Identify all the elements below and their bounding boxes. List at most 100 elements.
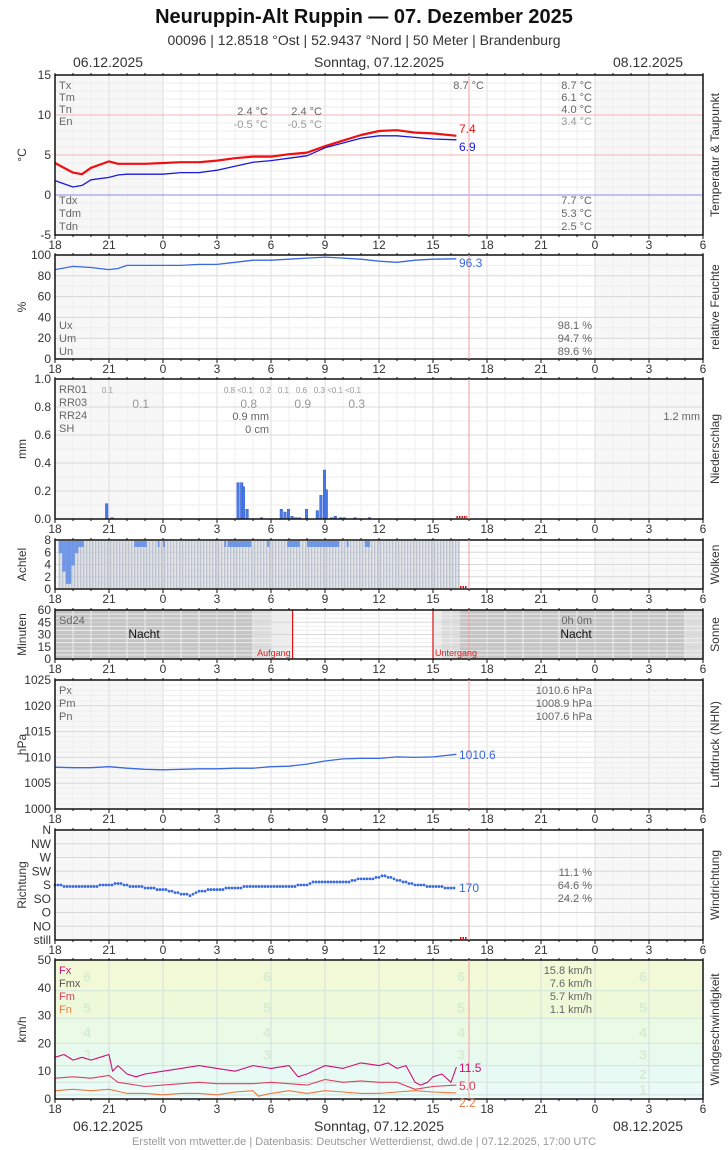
- svg-text:0: 0: [44, 1092, 51, 1106]
- svg-text:21: 21: [102, 362, 116, 376]
- svg-text:60: 60: [38, 290, 52, 304]
- svg-text:30: 30: [38, 1009, 52, 1023]
- svg-text:2.2: 2.2: [459, 1096, 476, 1110]
- svg-text:10: 10: [38, 1064, 52, 1078]
- svg-text:6: 6: [268, 943, 275, 957]
- svg-text:6: 6: [83, 969, 91, 985]
- svg-text:21: 21: [534, 812, 548, 826]
- svg-text:12: 12: [372, 1102, 386, 1116]
- svg-text:1008.9 hPa: 1008.9 hPa: [536, 698, 593, 710]
- svg-text:9: 9: [322, 522, 329, 536]
- svg-text:6: 6: [700, 1102, 707, 1116]
- svg-text:0 cm: 0 cm: [245, 424, 269, 436]
- svg-text:4: 4: [83, 1024, 91, 1040]
- svg-text:0: 0: [44, 652, 51, 666]
- svg-text:Wolken: Wolken: [708, 545, 722, 585]
- svg-text:Tdn: Tdn: [59, 221, 78, 233]
- svg-text:3: 3: [646, 592, 653, 606]
- svg-text:RR03: RR03: [59, 397, 87, 409]
- svg-text:1010: 1010: [24, 750, 51, 764]
- svg-text:1007.6 hPa: 1007.6 hPa: [536, 711, 593, 723]
- svg-text:RR01: RR01: [59, 384, 87, 396]
- svg-text:40: 40: [38, 310, 52, 324]
- svg-text:12: 12: [372, 522, 386, 536]
- svg-text:21: 21: [534, 1102, 548, 1116]
- svg-text:60: 60: [38, 603, 52, 617]
- svg-text:0: 0: [44, 582, 51, 596]
- svg-text:18: 18: [480, 362, 494, 376]
- svg-text:Sd24: Sd24: [59, 615, 85, 627]
- svg-text:6: 6: [268, 812, 275, 826]
- svg-text:0.1: 0.1: [102, 386, 114, 395]
- svg-text:96.3: 96.3: [459, 256, 483, 270]
- svg-text:8.7 °C: 8.7 °C: [453, 80, 484, 92]
- svg-text:3: 3: [214, 662, 221, 676]
- svg-text:-0.5 °C: -0.5 °C: [288, 119, 322, 131]
- svg-text:RR24: RR24: [59, 410, 87, 422]
- svg-text:0: 0: [44, 352, 51, 366]
- footer-credits: Erstellt von mtwetter.de | Datenbasis: D…: [131, 1136, 597, 1148]
- date-left-top: 06.12.2025: [73, 54, 144, 70]
- svg-text:9: 9: [322, 943, 329, 957]
- svg-text:1020: 1020: [24, 699, 51, 713]
- svg-text:12: 12: [372, 812, 386, 826]
- svg-text:18: 18: [480, 238, 494, 252]
- svg-text:3: 3: [639, 1047, 647, 1063]
- svg-text:4: 4: [44, 558, 51, 572]
- svg-text:0.3: 0.3: [314, 386, 326, 395]
- svg-text:relative Feuchte: relative Feuchte: [708, 264, 722, 350]
- date-left-bottom: 06.12.2025: [73, 1118, 144, 1134]
- svg-text:SH: SH: [59, 423, 74, 435]
- svg-text:15: 15: [426, 943, 440, 957]
- svg-text:O: O: [42, 906, 51, 920]
- svg-text:15.8 km/h: 15.8 km/h: [544, 965, 592, 977]
- date-right-bottom: 08.12.2025: [613, 1118, 684, 1134]
- svg-text:21: 21: [534, 662, 548, 676]
- svg-text:18: 18: [48, 362, 62, 376]
- svg-text:1.2 mm: 1.2 mm: [663, 411, 700, 423]
- svg-text:2: 2: [639, 1066, 647, 1082]
- svg-text:21: 21: [534, 522, 548, 536]
- svg-text:4: 4: [263, 1024, 271, 1040]
- svg-text:3: 3: [646, 943, 653, 957]
- svg-text:98.1 %: 98.1 %: [558, 320, 592, 332]
- svg-text:9: 9: [322, 1102, 329, 1116]
- svg-text:5: 5: [639, 999, 647, 1015]
- svg-text:3: 3: [214, 522, 221, 536]
- svg-text:3: 3: [646, 522, 653, 536]
- svg-text:0.1: 0.1: [278, 386, 290, 395]
- svg-text:0: 0: [160, 943, 167, 957]
- svg-text:NO: NO: [33, 919, 51, 933]
- svg-text:12: 12: [372, 362, 386, 376]
- svg-text:100: 100: [31, 248, 51, 262]
- svg-text:0: 0: [592, 943, 599, 957]
- svg-text:6.1 °C: 6.1 °C: [561, 92, 592, 104]
- svg-text:0: 0: [160, 662, 167, 676]
- svg-text:Niederschlag: Niederschlag: [708, 414, 722, 484]
- svg-text:2.5 °C: 2.5 °C: [561, 221, 592, 233]
- svg-text:Windgeschwindigkeit: Windgeschwindigkeit: [708, 973, 722, 1086]
- svg-text:15: 15: [426, 662, 440, 676]
- svg-text:0: 0: [160, 812, 167, 826]
- svg-text:3: 3: [646, 812, 653, 826]
- svg-text:0.9: 0.9: [294, 397, 311, 411]
- svg-text:-5: -5: [40, 228, 51, 242]
- svg-text:S: S: [43, 878, 51, 892]
- svg-text:3: 3: [263, 1047, 271, 1063]
- svg-text:5.7 km/h: 5.7 km/h: [550, 991, 592, 1003]
- svg-text:15: 15: [426, 362, 440, 376]
- station-info: 00096 | 12.8518 °Ost | 52.9437 °Nord | 5…: [167, 32, 561, 48]
- svg-text:1000: 1000: [24, 802, 51, 816]
- svg-text:5: 5: [457, 999, 465, 1015]
- svg-text:8: 8: [44, 533, 51, 547]
- svg-text:21: 21: [534, 238, 548, 252]
- svg-text:-0.5 °C: -0.5 °C: [234, 119, 268, 131]
- svg-text:11.1 %: 11.1 %: [559, 867, 593, 879]
- svg-text:6: 6: [263, 969, 271, 985]
- svg-text:3: 3: [646, 238, 653, 252]
- svg-text:0: 0: [160, 362, 167, 376]
- svg-text:40: 40: [38, 981, 52, 995]
